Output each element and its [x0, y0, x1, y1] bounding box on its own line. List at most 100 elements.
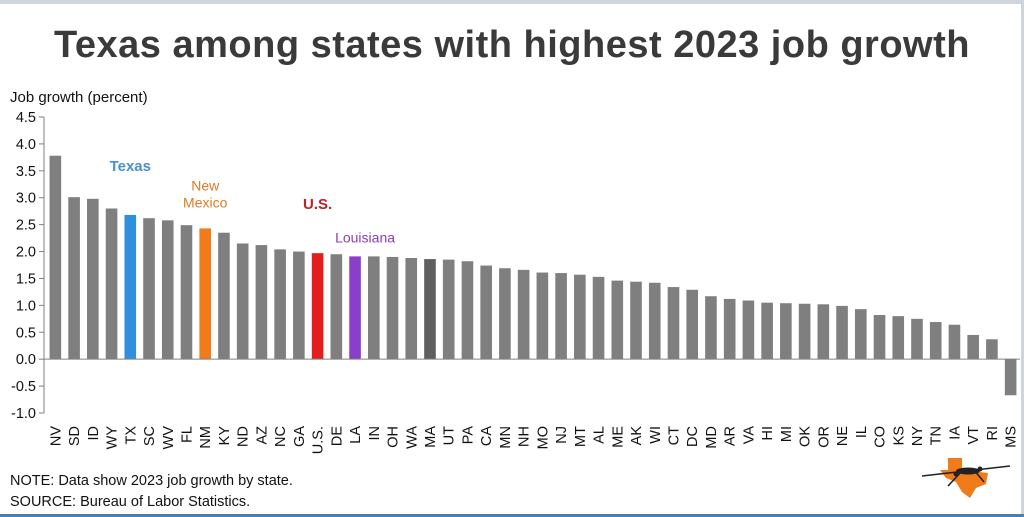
bar-me: [611, 280, 624, 360]
x-tick-label: AZ: [254, 426, 270, 445]
x-tick-label: NV: [48, 426, 64, 446]
x-tick-label: CO: [873, 426, 889, 448]
x-tick-label: OK: [798, 426, 814, 447]
note-text: NOTE: Data show 2023 job growth by state…: [10, 473, 293, 489]
bar-ct: [667, 287, 680, 360]
x-tick-label: DE: [329, 426, 345, 446]
x-tick-label: IA: [947, 426, 963, 440]
x-tick-label: NH: [517, 426, 533, 447]
y-tick-label: 0.5: [16, 325, 36, 341]
bar-nj: [555, 273, 567, 360]
bar-az: [255, 245, 268, 360]
x-tick-label: AR: [723, 426, 739, 446]
y-tick-label: -0.5: [11, 379, 36, 395]
bar-mi: [780, 303, 792, 360]
bar-mn: [499, 268, 511, 360]
y-tick-label: 1.5: [16, 271, 36, 287]
bar-sc: [143, 218, 155, 360]
bar-hi: [761, 302, 773, 360]
x-tick-label: UT: [442, 426, 458, 445]
x-tick-label: TX: [123, 426, 139, 445]
bar-wa: [405, 258, 418, 360]
bar-pa: [461, 261, 474, 360]
annotation-us: U.S.: [303, 196, 332, 213]
bar-in: [367, 256, 380, 360]
bar-us: [311, 253, 324, 360]
bar-nc: [274, 249, 286, 360]
x-tick-label: FL: [179, 426, 195, 443]
y-tick-label: 2.0: [16, 245, 36, 261]
bar-mt: [574, 274, 586, 360]
x-tick-label: VT: [966, 426, 982, 445]
x-tick-label: OH: [386, 426, 402, 448]
x-tick-label: AK: [629, 426, 645, 446]
x-tick-label: ND: [236, 426, 252, 447]
x-tick-label: GA: [292, 426, 308, 447]
bar-ak: [630, 281, 642, 360]
bar-ar: [723, 298, 736, 360]
y-tick-label: 0.0: [16, 352, 36, 368]
x-tick-label: NY: [910, 426, 926, 446]
y-axis-label: Job growth (percent): [10, 89, 148, 106]
bar-nv: [49, 155, 62, 360]
bar-va: [742, 300, 755, 360]
annotation-new-mexico: New Mexico: [183, 177, 228, 210]
x-tick-label: LA: [348, 426, 364, 444]
source-text: SOURCE: Bureau of Labor Statistics.: [10, 494, 251, 510]
texas-airplane-logo-icon: [921, 458, 1011, 498]
bar-tx: [124, 214, 137, 360]
y-tick-label: 3.0: [16, 191, 36, 207]
bar-fl: [180, 225, 193, 360]
x-tick-label: PA: [460, 426, 476, 445]
bar-ks: [892, 316, 905, 360]
bar-al: [592, 276, 605, 360]
bar-ky: [218, 232, 230, 360]
x-tick-label: VA: [741, 426, 757, 445]
annotation-texas: Texas: [110, 158, 151, 175]
bar-nd: [236, 243, 249, 360]
bar-wv: [161, 220, 174, 360]
bar-ne: [836, 305, 848, 360]
y-tick-label: -1.0: [11, 406, 36, 422]
x-tick-label: WV: [161, 426, 177, 450]
x-tick-label: KY: [217, 426, 233, 446]
x-tick-label: WY: [105, 426, 121, 450]
x-tick-label: WA: [404, 426, 420, 449]
bar-ms: [1004, 359, 1017, 396]
x-tick-label: OR: [816, 426, 832, 448]
x-tick-label: MS: [1004, 426, 1020, 448]
bar-wy: [105, 208, 118, 360]
y-tick-label: 4.0: [16, 137, 36, 153]
y-tick-label: 3.5: [16, 164, 36, 180]
x-tick-label: IN: [367, 426, 383, 441]
x-tick-label: TN: [929, 426, 945, 445]
bar-la: [349, 256, 361, 360]
frame-bottom-border: [0, 514, 1024, 517]
frame-top-border: [0, 0, 1024, 4]
bar-ga: [293, 251, 305, 360]
x-tick-label: HI: [760, 426, 776, 441]
bar-md: [705, 296, 717, 360]
bar-ri: [986, 339, 998, 360]
x-tick-label: DC: [685, 426, 701, 447]
bar-id: [87, 198, 99, 360]
x-tick-label: AL: [592, 426, 608, 444]
x-tick-label: SD: [67, 426, 83, 446]
x-tick-label: ID: [86, 426, 102, 441]
bar-ma: [424, 259, 436, 360]
bar-tn: [929, 322, 942, 360]
bar-ca: [480, 265, 492, 360]
bar-nh: [517, 269, 530, 360]
x-tick-label: NJ: [554, 426, 570, 444]
x-tick-label: RI: [985, 426, 1001, 441]
x-tick-label: MT: [573, 426, 589, 447]
bar-vt: [967, 334, 979, 360]
x-tick-label: MO: [535, 426, 551, 449]
chart-title: Texas among states with highest 2023 job…: [54, 24, 970, 66]
bar-or: [817, 304, 830, 360]
y-tick-label: 4.5: [16, 110, 36, 126]
x-tick-label: NM: [198, 426, 214, 449]
bar-ia: [948, 324, 961, 360]
x-tick-label: CT: [666, 426, 682, 445]
frame-right-border: [1021, 0, 1024, 517]
